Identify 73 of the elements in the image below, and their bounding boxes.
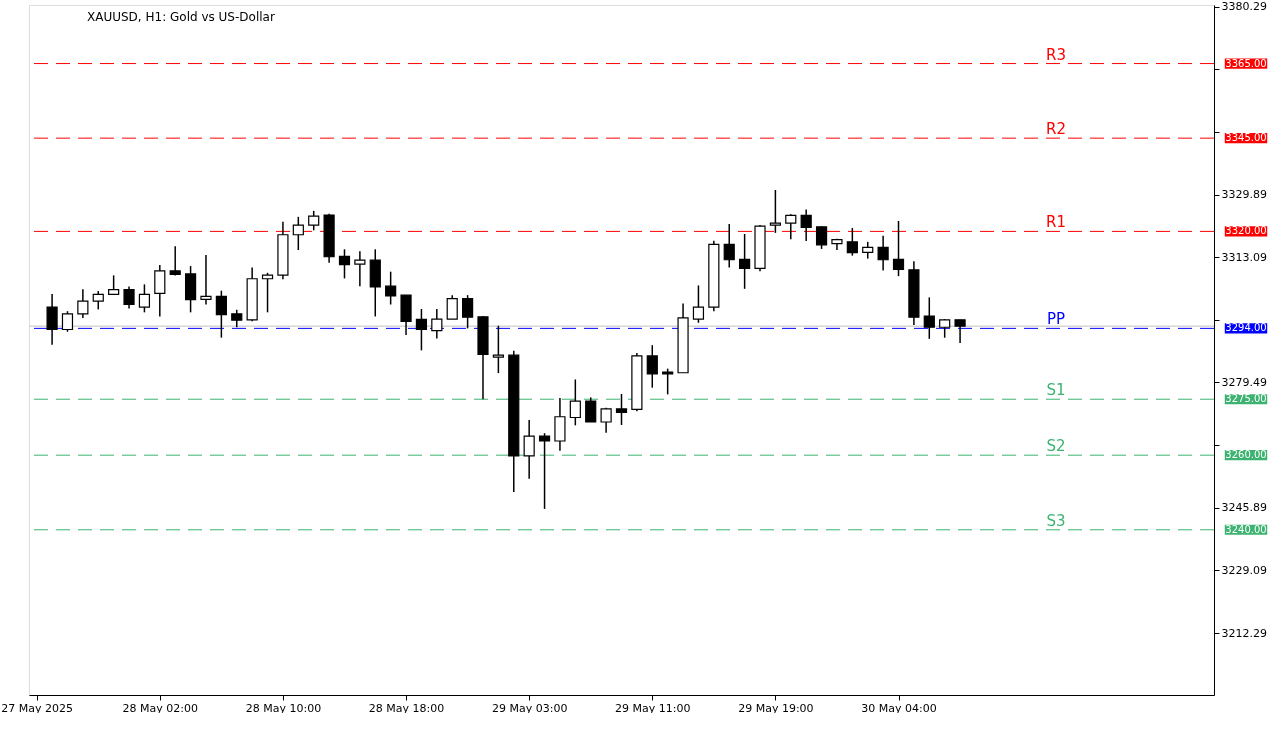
text: 3240.00 — [1225, 523, 1267, 535]
chart-title: XAUUSD, H1: Gold vs US-Dollar — [87, 10, 275, 24]
ref-line-label: S1 — [1046, 381, 1066, 400]
ref-line-label: S2 — [1046, 437, 1066, 456]
candlestick — [215, 289, 227, 339]
y-tick-label: 3313.09 — [1221, 250, 1267, 264]
candlestick — [154, 264, 166, 318]
candlestick — [723, 223, 735, 269]
y-tick-label: 3229.09 — [1221, 563, 1267, 577]
y-tick-label: 3380.29 — [1221, 0, 1267, 14]
ref-line-label: S3 — [1046, 511, 1066, 530]
candlestick — [585, 396, 597, 423]
candlestick — [923, 296, 935, 340]
x-tick-label: 28 May 18:00 — [368, 701, 445, 715]
candlestick — [308, 210, 320, 232]
candlestick — [846, 227, 858, 257]
ref-line-label: R1 — [1046, 213, 1066, 232]
x-tick-label: 29 May 19:00 — [738, 701, 814, 715]
x-tick-label: 29 May 03:00 — [491, 701, 568, 715]
x-tick-label: 29 May 11:00 — [615, 701, 691, 715]
text: 3294.00 — [1225, 322, 1267, 334]
candlestick — [600, 407, 612, 434]
text: 3345.00 — [1225, 132, 1267, 144]
candlestick — [108, 274, 120, 296]
candlestick — [739, 233, 751, 290]
x-tick-label: 28 May 10:00 — [245, 701, 322, 715]
candlestick — [954, 319, 966, 344]
x-tick-label: 30 May 04:00 — [861, 701, 937, 715]
candlestick — [462, 294, 474, 330]
candlestick — [692, 284, 705, 324]
candlestick — [92, 290, 104, 311]
candlestick — [261, 272, 274, 314]
candlestick — [615, 393, 628, 426]
text: 3320.00 — [1225, 225, 1267, 237]
y-tick-label: 3329.89 — [1221, 188, 1267, 202]
candlestick — [815, 225, 828, 250]
candlestick — [431, 308, 443, 340]
candlestick — [385, 270, 397, 306]
candlestick — [123, 285, 135, 310]
x-tick-label: 27 May 2025 — [1, 701, 74, 715]
candlestick — [200, 254, 212, 306]
text: 3260.00 — [1225, 449, 1267, 461]
candlestick — [492, 325, 504, 374]
candlestick — [939, 318, 951, 339]
candlestick — [415, 308, 428, 352]
x-tick-label: 28 May 02:00 — [122, 701, 199, 715]
candlestick — [61, 310, 74, 333]
candlestick — [138, 283, 151, 314]
candlestick — [569, 378, 581, 427]
candlestick — [769, 189, 781, 234]
y-tick-label: 3212.29 — [1221, 626, 1267, 640]
y-tick-label: 3245.89 — [1221, 501, 1267, 515]
y-tick-label: 3279.49 — [1221, 375, 1267, 389]
ref-line-label: R3 — [1046, 45, 1066, 64]
candlestick — [46, 293, 58, 346]
candlestick — [338, 248, 351, 280]
text: 3365.00 — [1225, 57, 1267, 69]
candlestick — [646, 344, 658, 389]
candlestick — [785, 213, 797, 240]
ref-line-label: PP — [1046, 310, 1066, 329]
candlestick — [662, 367, 674, 396]
candlestick — [446, 294, 458, 320]
candlestick — [292, 216, 304, 251]
ref-line-label: R2 — [1046, 120, 1066, 139]
text: 3275.00 — [1225, 393, 1267, 405]
candlestick — [77, 288, 89, 319]
candlestick — [892, 220, 905, 277]
candlestick — [877, 235, 889, 272]
candlestick — [538, 432, 551, 510]
candlestick — [523, 419, 535, 480]
candlestick — [800, 208, 812, 242]
candlestick — [169, 245, 181, 277]
candlestick — [354, 250, 366, 287]
